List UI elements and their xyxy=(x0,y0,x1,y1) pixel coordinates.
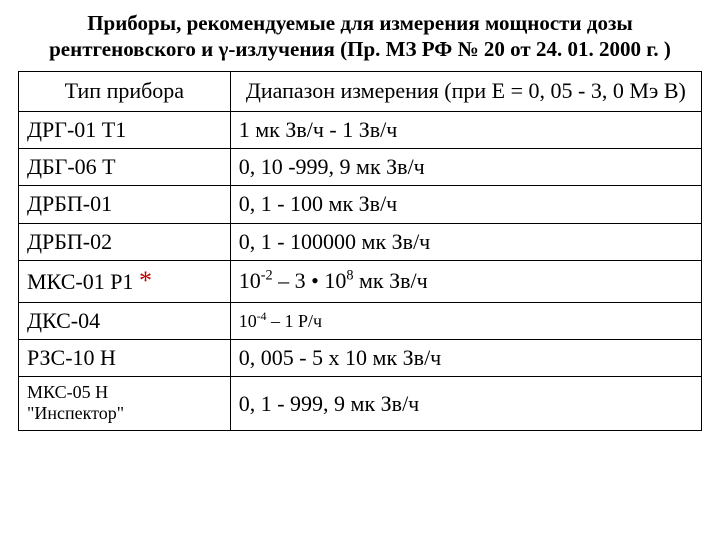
device-label: МКС-01 Р1 xyxy=(27,269,133,294)
page-title: Приборы, рекомендуемые для измерения мощ… xyxy=(18,10,702,63)
table-row: ДБГ-06 Т 0, 10 -999, 9 мк Зв/ч xyxy=(19,149,702,186)
title-line1: Приборы, рекомендуемые для измерения мощ… xyxy=(87,11,633,35)
device-cell: ДРГ-01 Т1 xyxy=(19,111,231,148)
device-cell: ДРБП-02 xyxy=(19,223,231,260)
col-device-type: Тип прибора xyxy=(19,71,231,111)
table-row: МКС-05 Н "Инспектор" 0, 1 - 999, 9 мк Зв… xyxy=(19,377,702,430)
table-row: РЗС-10 Н 0, 005 - 5 х 10 мк Зв/ч xyxy=(19,340,702,377)
range-cell: 0, 1 - 999, 9 мк Зв/ч xyxy=(230,377,701,430)
range-cell: 0, 10 -999, 9 мк Зв/ч xyxy=(230,149,701,186)
range-cell: 0, 1 - 100000 мк Зв/ч xyxy=(230,223,701,260)
device-cell: РЗС-10 Н xyxy=(19,340,231,377)
device-cell: ДРБП-01 xyxy=(19,186,231,223)
range-cell: 0, 005 - 5 х 10 мк Зв/ч xyxy=(230,340,701,377)
star-icon: * xyxy=(139,266,152,295)
device-cell: ДБГ-06 Т xyxy=(19,149,231,186)
table-row: ДРБП-02 0, 1 - 100000 мк Зв/ч xyxy=(19,223,702,260)
device-cell: МКС-05 Н "Инспектор" xyxy=(19,377,231,430)
table-row: ДРБП-01 0, 1 - 100 мк Зв/ч xyxy=(19,186,702,223)
devices-table: Тип прибора Диапазон измерения (при Е = … xyxy=(18,71,702,431)
device-label-line1: МКС-05 Н xyxy=(27,382,108,402)
table-row: МКС-01 Р1 * 10-2 – 3 • 108 мк Зв/ч xyxy=(19,260,702,302)
col-range: Диапазон измерения (при Е = 0, 05 - 3, 0… xyxy=(230,71,701,111)
range-cell: 0, 1 - 100 мк Зв/ч xyxy=(230,186,701,223)
table-row: ДРГ-01 Т1 1 мк Зв/ч - 1 Зв/ч xyxy=(19,111,702,148)
range-html: 10-4 – 1 Р/ч xyxy=(239,311,322,331)
range-cell: 1 мк Зв/ч - 1 Зв/ч xyxy=(230,111,701,148)
device-cell: ДКС-04 xyxy=(19,302,231,339)
range-cell: 10-4 – 1 Р/ч xyxy=(230,302,701,339)
title-line2: рентгеновского и γ-излучения (Пр. МЗ РФ … xyxy=(49,37,671,61)
table-row: ДКС-04 10-4 – 1 Р/ч xyxy=(19,302,702,339)
range-cell: 10-2 – 3 • 108 мк Зв/ч xyxy=(230,260,701,302)
device-label-line2: "Инспектор" xyxy=(27,403,124,423)
table-header-row: Тип прибора Диапазон измерения (при Е = … xyxy=(19,71,702,111)
range-html: 10-2 – 3 • 108 мк Зв/ч xyxy=(239,268,428,293)
device-cell: МКС-01 Р1 * xyxy=(19,260,231,302)
